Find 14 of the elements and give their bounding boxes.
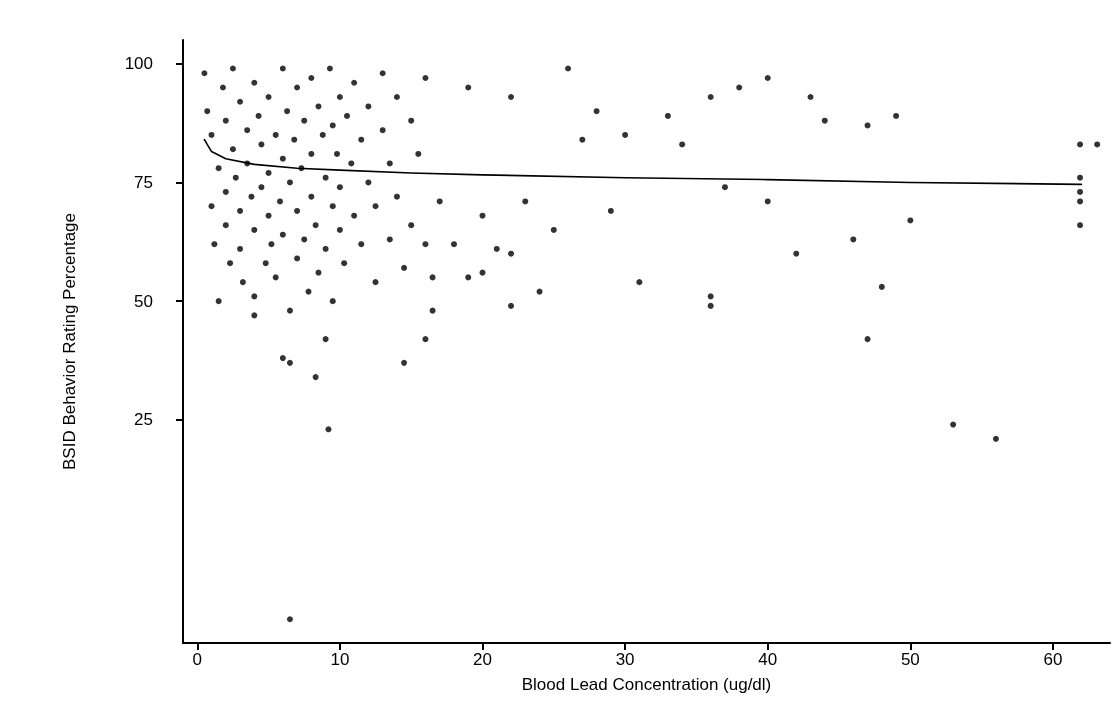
line-series [203,138,1083,186]
x-tick-label: 40 [758,650,778,669]
x-axis-title: Blood Lead Concentration (ug/dl) [521,675,772,694]
y-tick-label: 75 [134,172,153,192]
x-tick-label: 10 [330,650,350,669]
x-tick-label: 30 [615,650,635,669]
x-tick-label: 0 [192,650,202,669]
y-axis-title: BSID Behavior Rating Percentage [60,212,79,471]
y-tick-label: 25 [134,410,153,430]
x-tick-label: 60 [1043,650,1063,669]
x-tick-label: 20 [473,650,492,669]
y-tick-label: 50 [134,291,153,311]
y-tick-label: 100 [124,54,153,74]
x-tick-label: 50 [900,650,920,669]
